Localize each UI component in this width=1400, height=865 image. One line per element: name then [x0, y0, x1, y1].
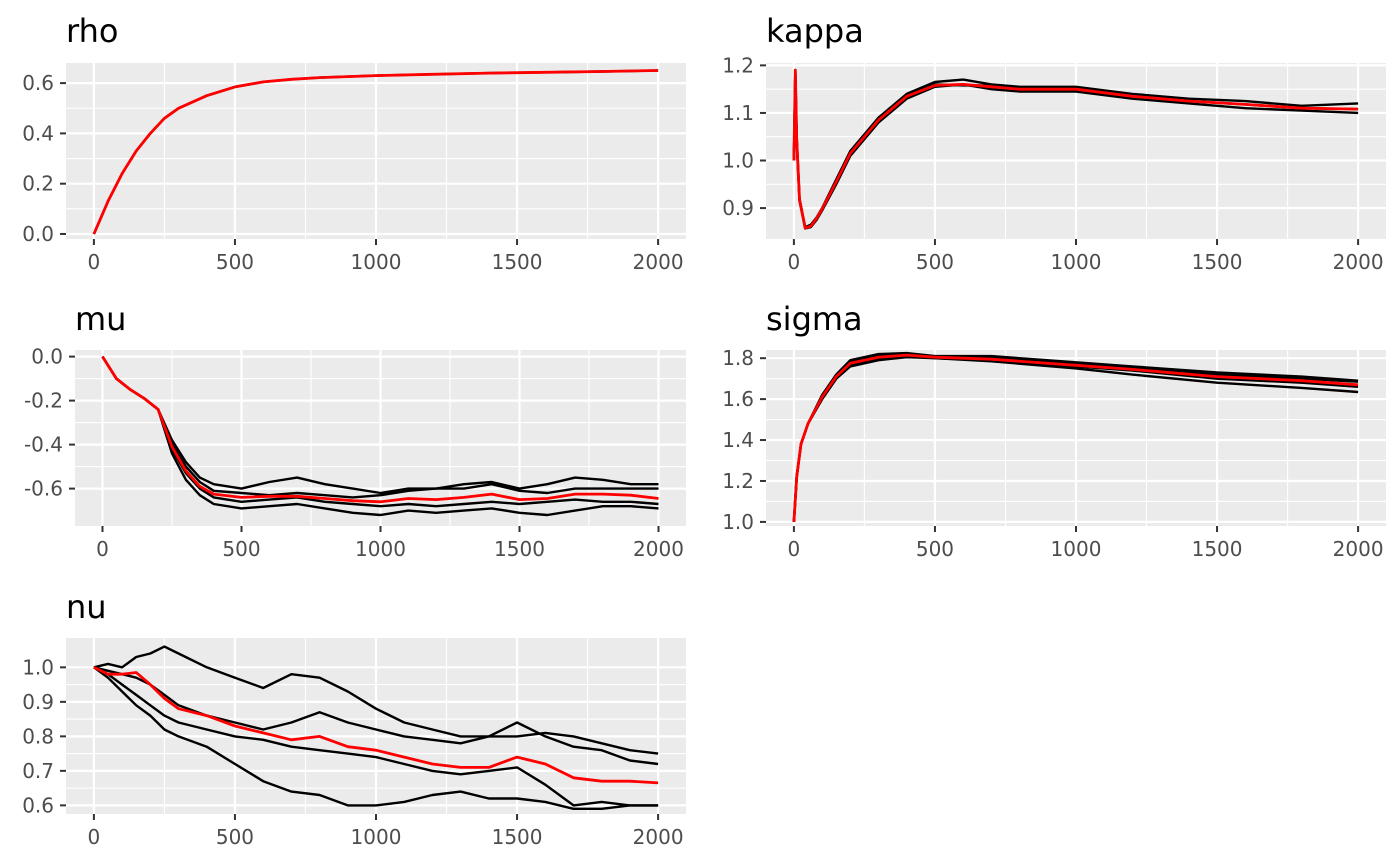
- panel-title: nu: [66, 588, 107, 626]
- x-tick-label: 2000: [1333, 537, 1384, 561]
- x-tick-label: 0: [788, 250, 801, 274]
- series-line-chain-3: [93, 666, 659, 807]
- y-tick-label: -0.2: [24, 389, 63, 413]
- x-tick-label: 0: [96, 537, 109, 561]
- x-tick-label: 1500: [1192, 537, 1243, 561]
- panel-sigma: sigma 0 500 1000 1500 2000 1.0 1.2 1.4 1.6 1.8: [722, 300, 1386, 561]
- y-tick-label: 1.0: [722, 149, 754, 173]
- x-tick-label: 0: [88, 250, 101, 274]
- y-tick-label: 1.8: [722, 346, 754, 370]
- x-tick-label: 1500: [492, 250, 543, 274]
- y-tick-label: 0.8: [22, 724, 54, 748]
- panel-title: kappa: [766, 12, 864, 50]
- series-line-mean: [93, 666, 659, 785]
- y-tick-label: 1.1: [722, 101, 754, 125]
- y-tick-label: 0.6: [22, 793, 54, 817]
- series-line-chain-4: [93, 666, 659, 810]
- x-tick-label: 1000: [1051, 250, 1102, 274]
- x-tick-label: 2000: [633, 825, 684, 849]
- y-tick-label: 0.9: [22, 690, 54, 714]
- panel-title: mu: [75, 300, 126, 338]
- x-tick-label: 1000: [355, 537, 406, 561]
- series-line-mean: [101, 355, 659, 504]
- x-tick-label: 1000: [1051, 537, 1102, 561]
- x-tick-label: 1000: [351, 825, 402, 849]
- panel-title: sigma: [766, 300, 863, 338]
- y-tick-label: 1.2: [722, 53, 754, 77]
- y-tick-label: 0.9: [722, 196, 754, 220]
- x-tick-label: 500: [916, 537, 954, 561]
- x-tick-label: 2000: [633, 250, 684, 274]
- y-tick-label: 1.4: [722, 428, 754, 452]
- y-tick-label: -0.6: [24, 477, 63, 501]
- y-tick-label: 1.6: [722, 387, 754, 411]
- y-tick-label: 1.0: [22, 655, 54, 679]
- x-tick-label: 0: [788, 537, 801, 561]
- panel-rho: rho 0 500 1000 1500 2000 0.0 0.2 0.4 0.6: [22, 12, 686, 274]
- y-tick-label: 0.4: [22, 121, 54, 145]
- y-tick-label: 0.0: [31, 345, 63, 369]
- x-tick-label: 0: [88, 825, 101, 849]
- series-line-mean: [792, 353, 1359, 522]
- x-tick-label: 500: [916, 250, 954, 274]
- y-tick-label: 0.6: [22, 71, 54, 95]
- x-tick-label: 2000: [1333, 250, 1384, 274]
- panel-kappa: kappa 0 500 1000 1500 2000 0.9 1.0 1.1 1.2: [722, 12, 1386, 274]
- y-tick-label: 0.7: [22, 759, 54, 783]
- x-tick-label: 1500: [494, 537, 545, 561]
- x-tick-label: 1000: [351, 250, 402, 274]
- series-line-mean: [92, 69, 659, 235]
- series-line-chain-1: [93, 645, 659, 755]
- x-tick-label: 1500: [1192, 250, 1243, 274]
- panel-title: rho: [66, 12, 118, 50]
- x-tick-label: 2000: [633, 537, 684, 561]
- y-tick-label: -0.4: [24, 433, 63, 457]
- y-tick-label: 0.0: [22, 222, 54, 246]
- y-tick-label: 1.2: [722, 469, 754, 493]
- panel-nu: nu 0 500 1000 1500 2000 0.6 0.7 0.8 0.9 1.0: [22, 588, 686, 849]
- x-tick-label: 500: [222, 537, 260, 561]
- y-tick-label: 0.2: [22, 172, 54, 196]
- panel-mu: mu 0 500 1000 1500 2000 -0.6 -0.4 -0.2 0.0: [24, 300, 686, 561]
- y-tick-label: 1.0: [722, 510, 754, 534]
- x-tick-label: 500: [216, 250, 254, 274]
- x-tick-label: 500: [216, 825, 254, 849]
- x-tick-label: 1500: [492, 825, 543, 849]
- series-line-mean: [792, 68, 1359, 230]
